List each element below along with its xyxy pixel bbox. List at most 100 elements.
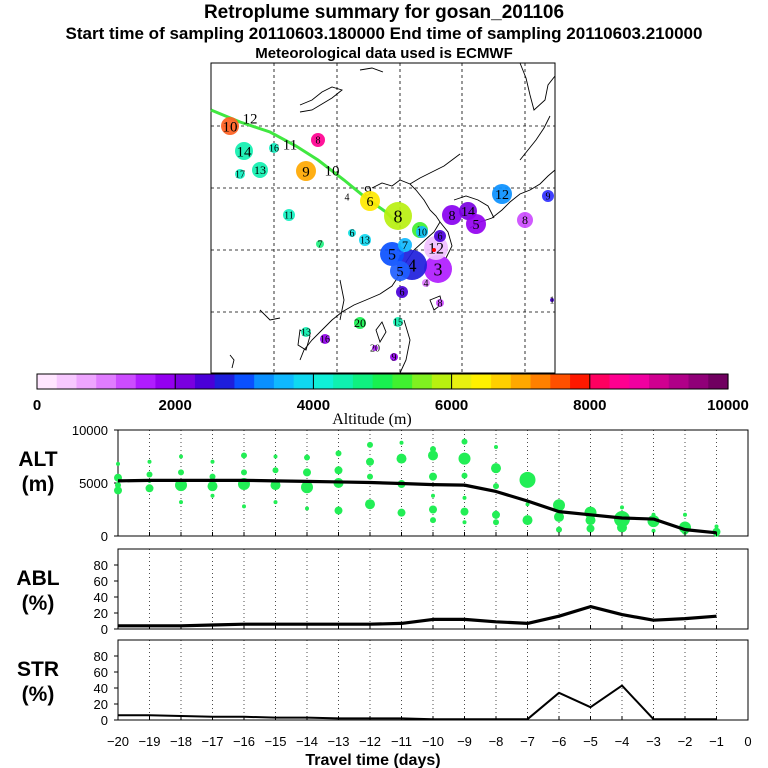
altitude-cluster-point <box>304 454 310 461</box>
altitude-cluster-point <box>270 480 281 491</box>
plume-marker-label: 11 <box>283 137 297 153</box>
coastlines <box>229 62 556 374</box>
plume-marker: 5 <box>380 242 404 266</box>
plume-marker: 4 <box>345 193 350 204</box>
altitude-cluster-point <box>178 469 184 476</box>
altitude-cluster-point <box>273 454 278 459</box>
colorbar-cell <box>589 374 611 389</box>
colorbar-cell <box>649 374 670 389</box>
x-tick-label: −10 <box>422 734 444 749</box>
plume-marker-label: 16 <box>269 144 279 155</box>
plume-marker: 20 <box>370 344 380 355</box>
plume-marker: 9 <box>542 190 554 203</box>
colorbar-tick-label: 10000 <box>707 397 749 414</box>
plume-marker: 16 <box>320 334 330 346</box>
plume-marker-label: 16 <box>320 335 330 346</box>
x-tick-label: −14 <box>296 734 318 749</box>
plume-marker-label: 10 <box>417 228 427 239</box>
plume-marker-label: 15 <box>393 318 403 329</box>
altitude-cluster-point <box>179 500 183 505</box>
plume-marker-label: 6 <box>350 229 355 240</box>
plume-marker-label: 1 <box>550 296 555 307</box>
plume-marker-label: 9 <box>392 353 397 364</box>
x-tick-label: −18 <box>170 734 192 749</box>
altitude-cluster-point <box>556 526 562 533</box>
plume-marker: 12 <box>424 236 448 260</box>
y-tick-label: 60 <box>94 574 108 589</box>
plume-markers: 1210111413910896487118145129834512613710… <box>221 111 555 364</box>
plume-marker-label: 4 <box>345 193 350 204</box>
plume-marker: 13 <box>252 162 268 178</box>
plume-marker: 11 <box>283 209 295 222</box>
colorbar-cell <box>668 374 690 389</box>
plume-marker-label: 5 <box>388 247 396 264</box>
colorbar-cell <box>431 374 453 389</box>
y-tick-label: 20 <box>94 606 108 621</box>
colorbar-cells <box>37 374 729 389</box>
plume-marker-label: 14 <box>237 144 253 160</box>
panel-ylabel: STR <box>17 658 59 681</box>
colorbar-cell <box>708 374 729 389</box>
altitude-cluster-point <box>461 438 468 445</box>
plume-marker-label: 8 <box>394 206 403 226</box>
plume-marker-label: 6 <box>400 288 405 299</box>
met-data-note: Meteorological data used is ECMWF <box>255 45 513 62</box>
plume-marker: 9 <box>390 353 398 364</box>
altitude-cluster-point <box>367 441 373 448</box>
altitude-cluster-point <box>145 484 154 493</box>
colorbar-cell <box>56 374 78 389</box>
colorbar-cell <box>155 374 176 389</box>
altitude-cluster-point <box>179 454 183 459</box>
altitude-cluster-point <box>430 517 436 524</box>
panel-ylabel: ALT <box>18 448 57 471</box>
x-tick-label: −6 <box>552 734 567 749</box>
colorbar-cell <box>471 374 492 389</box>
plume-marker-label: 8 <box>522 213 528 227</box>
colorbar-cell <box>688 374 709 389</box>
altitude-cluster-point <box>335 450 342 457</box>
y-tick-label: 60 <box>94 665 108 680</box>
x-tick-label: −12 <box>359 734 381 749</box>
colorbar-cell <box>392 374 413 389</box>
map-frame <box>210 62 556 374</box>
colorbar-cell <box>96 374 117 389</box>
plume-marker-label: 11 <box>284 211 294 222</box>
panel-ylabel-unit: (%) <box>22 592 55 615</box>
plume-marker: 10 <box>325 163 340 179</box>
plume-marker-label: 10 <box>223 119 238 135</box>
plume-marker: 4 <box>422 279 430 290</box>
plume-marker: 3 <box>424 255 452 283</box>
plume-marker-label: 4 <box>408 255 417 275</box>
altitude-cluster-point <box>431 493 435 498</box>
colorbar-cell <box>115 374 137 389</box>
altitude-cluster-point <box>367 473 373 480</box>
colorbar-cell <box>491 374 512 389</box>
altitude-cluster-point <box>430 446 436 453</box>
altitude-cluster-point <box>146 471 153 478</box>
colorbar-cell <box>550 374 571 389</box>
series-line <box>117 478 717 535</box>
y-tick-label: 40 <box>94 590 108 605</box>
plume-marker-label: 4 <box>424 279 429 290</box>
plume-marker-label: 7 <box>402 238 408 252</box>
x-tick-label: −20 <box>107 734 129 749</box>
colorbar-cell <box>451 374 472 389</box>
plume-marker-label: 12 <box>243 111 258 127</box>
altitude-cluster-point <box>115 482 121 489</box>
colorbar-cell <box>273 374 295 389</box>
altitude-cluster-point <box>305 506 309 511</box>
plume-marker-label: 8 <box>438 299 443 310</box>
altitude-cluster-point <box>429 472 437 481</box>
x-tick-label: −19 <box>138 734 160 749</box>
altitude-cluster-point <box>462 495 467 500</box>
plume-marker: 1 <box>550 296 555 307</box>
plume-marker-label: 20 <box>370 344 380 355</box>
colorbar-cell <box>333 374 354 389</box>
plume-marker: 5 <box>466 214 486 234</box>
plume-marker: 5 <box>390 261 410 281</box>
colorbar-cell <box>37 374 58 389</box>
time-series-panels: 0500010000ALT(m)020406080ABL(%)020406080… <box>16 423 751 768</box>
plume-marker-label: 12 <box>495 188 509 203</box>
altitude-cluster-point <box>429 505 437 514</box>
